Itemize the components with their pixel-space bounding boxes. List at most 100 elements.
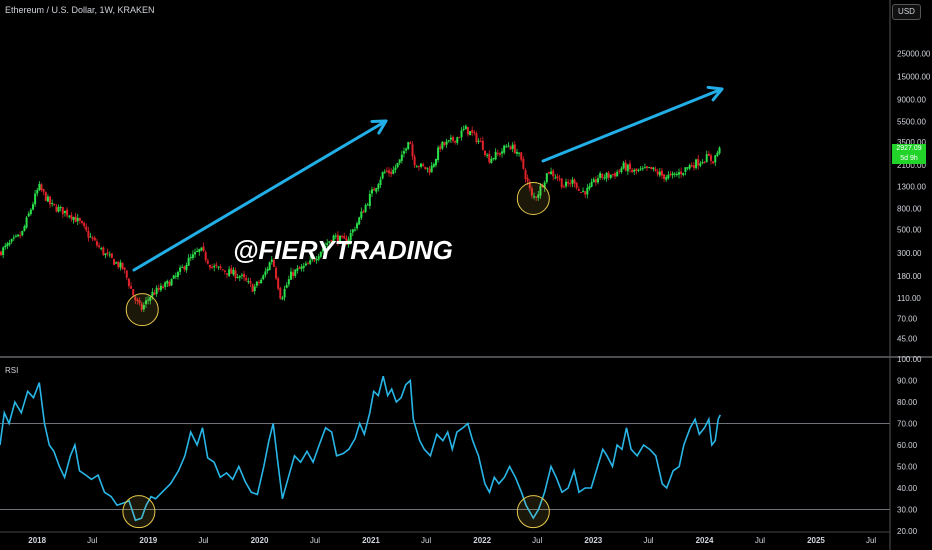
candle-body <box>127 278 130 287</box>
rsi-low-circle <box>122 495 156 529</box>
candle-body <box>51 203 54 205</box>
price-tick-label: 15000.00 <box>897 72 931 81</box>
candle-body <box>183 266 186 270</box>
candle-body <box>74 216 77 223</box>
candle-body <box>34 193 37 205</box>
candle-body <box>658 171 661 176</box>
candle-body <box>298 267 301 269</box>
candle-body <box>93 237 96 241</box>
candle-body <box>19 235 22 237</box>
candle-body <box>334 235 337 237</box>
candle-body <box>405 148 408 151</box>
candle-body <box>639 168 642 170</box>
candle-body <box>471 129 474 133</box>
candle-body <box>292 272 295 276</box>
price-tick-label: 25000.00 <box>897 49 931 58</box>
candle-body <box>134 296 137 301</box>
candle-body <box>358 217 361 225</box>
candle-body <box>550 171 553 175</box>
candle-body <box>125 270 128 278</box>
candle-body <box>347 239 350 245</box>
candle-body <box>264 271 267 276</box>
candle-body <box>560 178 563 188</box>
candle-body <box>547 171 550 174</box>
candle-body <box>505 146 508 148</box>
currency-button[interactable]: USD <box>892 4 921 20</box>
time-tick-label: 2018 <box>28 536 46 545</box>
rsi-low-circle <box>516 495 550 529</box>
price-low-circle <box>516 181 550 215</box>
candle-body <box>513 144 516 154</box>
rsi-tick-label: 60.00 <box>897 441 918 450</box>
candle-body <box>530 188 533 196</box>
candle-body <box>396 162 399 168</box>
candle-body <box>439 146 442 150</box>
candle-body <box>234 270 237 279</box>
candle-body <box>281 297 284 300</box>
candle-body <box>155 287 158 294</box>
candle-body <box>383 171 386 173</box>
candle-body <box>236 277 239 279</box>
candle-body <box>170 279 173 286</box>
candle-body <box>279 287 282 299</box>
candle-body <box>144 300 147 304</box>
candle-body <box>219 266 222 269</box>
candle-body <box>270 259 273 262</box>
candle-body <box>364 205 367 213</box>
candle-body <box>390 171 393 175</box>
candle-body <box>680 171 683 175</box>
candle-body <box>605 172 608 179</box>
candle-body <box>673 173 676 175</box>
candle-body <box>25 217 28 228</box>
candle-body <box>633 169 636 172</box>
candle-body <box>699 163 702 166</box>
candle-body <box>594 179 597 183</box>
price-tick-label: 1300.00 <box>897 183 926 192</box>
candle-body <box>31 204 34 210</box>
rsi-indicator-label[interactable]: RSI <box>5 366 19 375</box>
candle-body <box>690 165 693 167</box>
candle-body <box>466 126 469 135</box>
time-tick-label: Jul <box>532 536 542 545</box>
candle-body <box>579 192 582 194</box>
candle-body <box>648 167 651 169</box>
candle-body <box>434 159 437 166</box>
candle-body <box>460 130 463 138</box>
time-tick-label: 2024 <box>696 536 714 545</box>
candle-body <box>492 158 495 160</box>
watermark-text: @FIERYTRADING <box>233 235 453 265</box>
candle-body <box>100 248 103 250</box>
candle-body <box>718 147 721 154</box>
candle-body <box>626 164 629 172</box>
candle-body <box>89 236 92 238</box>
candle-body <box>479 141 482 143</box>
candle-body <box>121 262 124 269</box>
candle-body <box>72 217 75 221</box>
candle-body <box>42 189 45 192</box>
candle-body <box>166 280 169 284</box>
price-tick-label: 2100.00 <box>897 161 926 170</box>
candle-body <box>541 185 544 188</box>
candle-body <box>309 260 312 264</box>
candle-body <box>81 221 84 224</box>
time-tick-label: Jul <box>643 536 653 545</box>
candle-body <box>437 147 440 161</box>
candle-body <box>253 286 256 292</box>
candle-body <box>55 206 58 212</box>
candle-body <box>304 263 307 266</box>
candle-body <box>185 264 188 271</box>
candle-body <box>494 151 497 160</box>
candle-body <box>238 276 241 278</box>
candle-body <box>501 151 504 154</box>
rsi-panel <box>0 376 890 522</box>
candle-body <box>473 132 476 134</box>
candle-body <box>362 211 365 213</box>
candle-body <box>249 281 252 284</box>
candle-body <box>14 235 17 237</box>
candle-body <box>321 248 324 252</box>
candle-body <box>417 166 420 168</box>
candle-body <box>104 253 107 256</box>
candle-body <box>21 230 24 236</box>
candle-body <box>684 167 687 172</box>
